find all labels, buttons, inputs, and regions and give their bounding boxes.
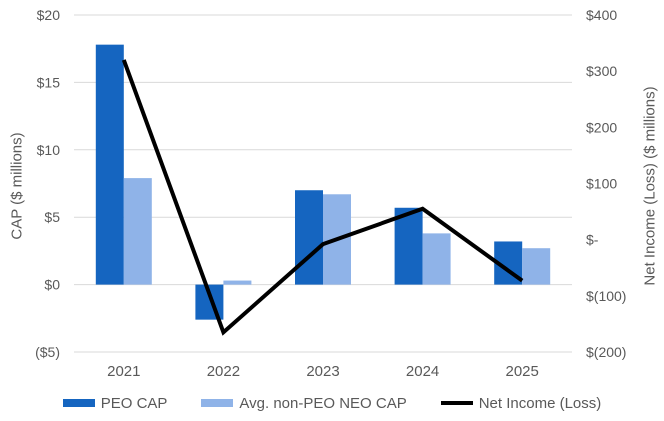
legend-label-nonpeo-cap: Avg. non-PEO NEO CAP bbox=[239, 394, 407, 412]
left-axis-tick-label: $0 bbox=[44, 277, 60, 293]
bar-nonpeo-cap-2022 bbox=[223, 280, 252, 285]
bar-nonpeo-cap-2021 bbox=[123, 178, 152, 285]
legend-label-peo-cap: PEO CAP bbox=[100, 394, 168, 412]
left-axis-tick-label: $5 bbox=[44, 209, 60, 225]
nonpeo-cap-swatch-icon bbox=[201, 399, 234, 407]
right-axis-tick-label: $300 bbox=[586, 63, 617, 79]
right-axis-tick-label: $200 bbox=[586, 119, 617, 135]
right-axis-tick-label: $- bbox=[586, 232, 599, 248]
bar-nonpeo-cap-2025 bbox=[522, 248, 551, 285]
legend-label-net-income: Net Income (Loss) bbox=[478, 394, 602, 412]
net-income-line-swatch-icon bbox=[440, 401, 473, 405]
x-axis-label: 2025 bbox=[506, 363, 539, 380]
legend-item-peo-cap: PEO CAP bbox=[62, 394, 168, 412]
x-axis-label: 2021 bbox=[107, 363, 140, 380]
left-axis-tick-label: $20 bbox=[37, 7, 61, 23]
legend-item-nonpeo-cap: Avg. non-PEO NEO CAP bbox=[201, 394, 407, 412]
right-axis-tick-label: $100 bbox=[586, 176, 617, 192]
right-axis-tick-label: $400 bbox=[586, 7, 617, 23]
legend-item-net-income: Net Income (Loss) bbox=[440, 394, 602, 412]
left-axis-tick-label: $10 bbox=[37, 142, 61, 158]
net-income-line bbox=[121, 59, 524, 336]
left-axis-title: CAP ($ millions) bbox=[8, 132, 26, 240]
bar-peo-cap-2021 bbox=[95, 44, 124, 285]
bar-peo-cap-2023 bbox=[295, 190, 323, 285]
left-axis-tick-label: $15 bbox=[37, 74, 61, 90]
peo-cap-swatch-icon bbox=[62, 399, 95, 407]
right-axis-title: Net Income (Loss) ($ millions) bbox=[641, 86, 659, 286]
left-axis-tick-label: ($5) bbox=[35, 344, 60, 360]
legend: PEO CAP Avg. non-PEO NEO CAP Net Income … bbox=[0, 391, 664, 415]
x-axis-label: 2023 bbox=[306, 363, 339, 380]
right-axis-tick-label: $(200) bbox=[586, 344, 626, 360]
x-axis-label: 2024 bbox=[406, 363, 439, 380]
bar-nonpeo-cap-2024 bbox=[422, 233, 451, 285]
bar-peo-cap-2024 bbox=[394, 207, 423, 285]
right-axis-tick-label: $(100) bbox=[586, 288, 626, 304]
x-axis-label: 2022 bbox=[207, 363, 240, 380]
